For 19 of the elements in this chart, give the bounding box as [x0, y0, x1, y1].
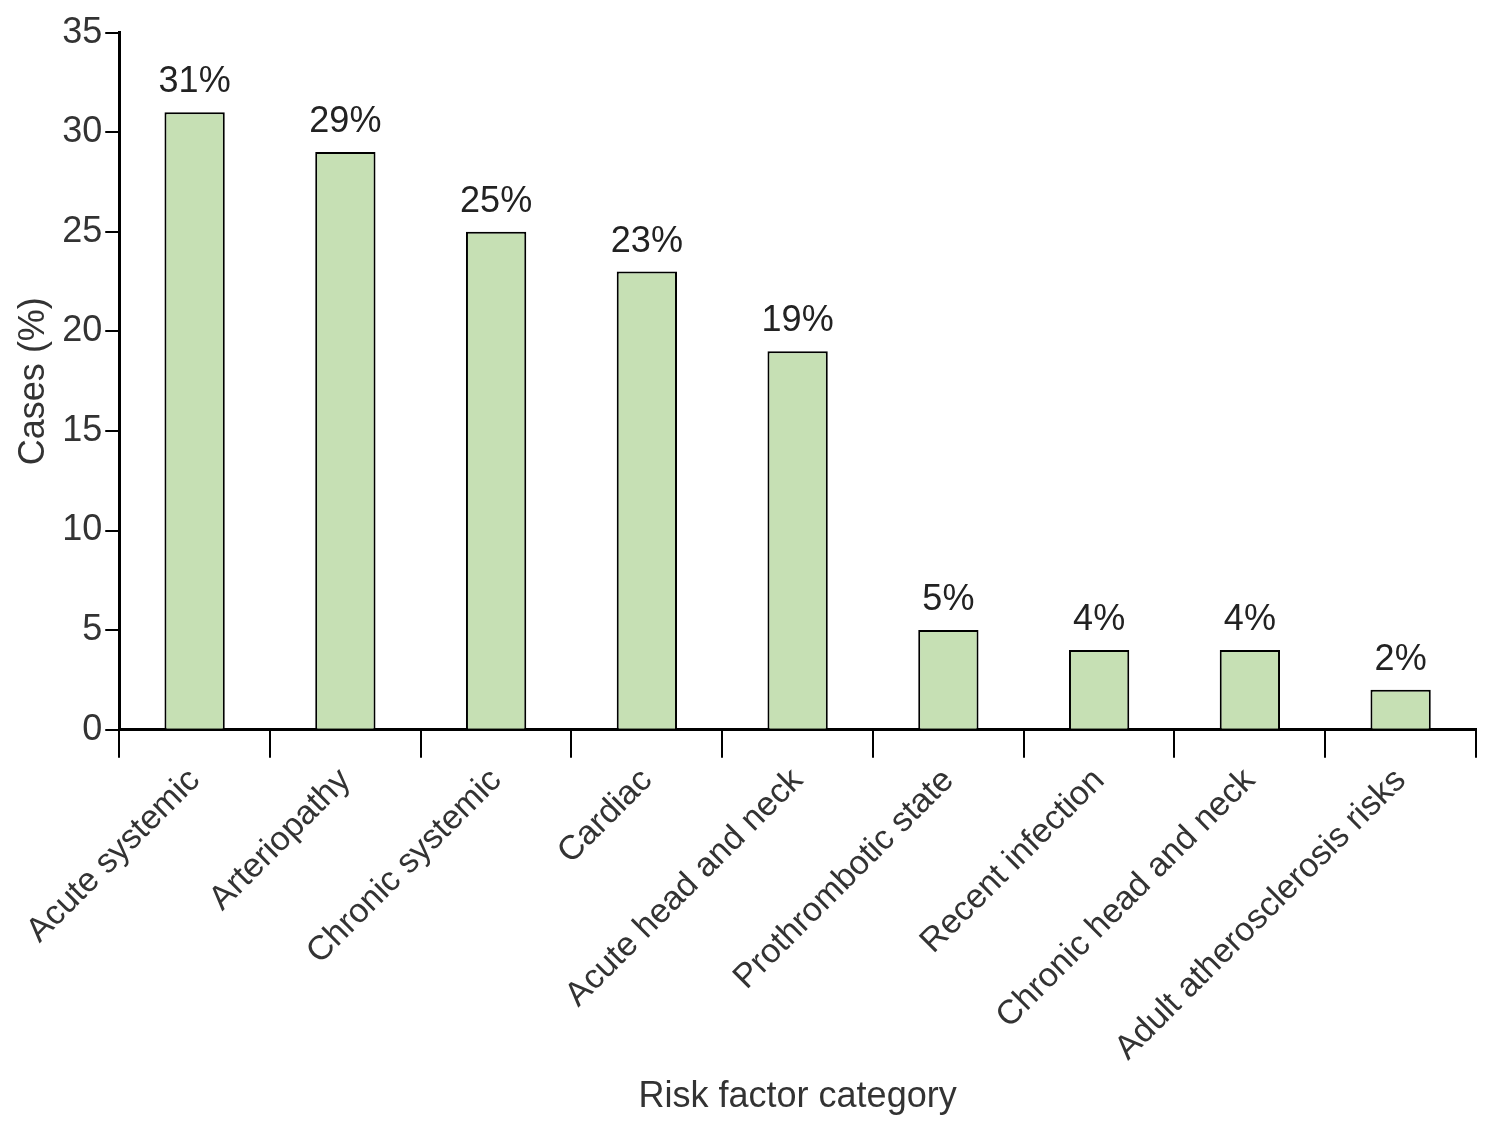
y-tick-label: 10 — [62, 507, 103, 549]
data-label: 25% — [460, 178, 533, 220]
y-tick-label: 0 — [82, 706, 103, 748]
y-tick-label: 25 — [62, 208, 103, 250]
y-axis-title: Cases (%) — [10, 297, 52, 466]
x-axis-title: Risk factor category — [638, 1074, 957, 1116]
y-tick-label: 15 — [62, 407, 103, 449]
y-tick-label: 35 — [62, 9, 103, 51]
y-tick-label: 30 — [62, 109, 103, 151]
data-label: 2% — [1374, 636, 1427, 678]
data-label: 5% — [922, 577, 975, 619]
data-label: 23% — [610, 218, 683, 260]
data-label: 4% — [1073, 596, 1126, 638]
data-label: 29% — [309, 99, 382, 141]
y-tick-label: 20 — [62, 308, 103, 350]
data-label: 19% — [761, 298, 834, 340]
y-tick-label: 5 — [82, 607, 103, 649]
data-label: 31% — [158, 59, 231, 101]
data-label: 4% — [1223, 596, 1276, 638]
